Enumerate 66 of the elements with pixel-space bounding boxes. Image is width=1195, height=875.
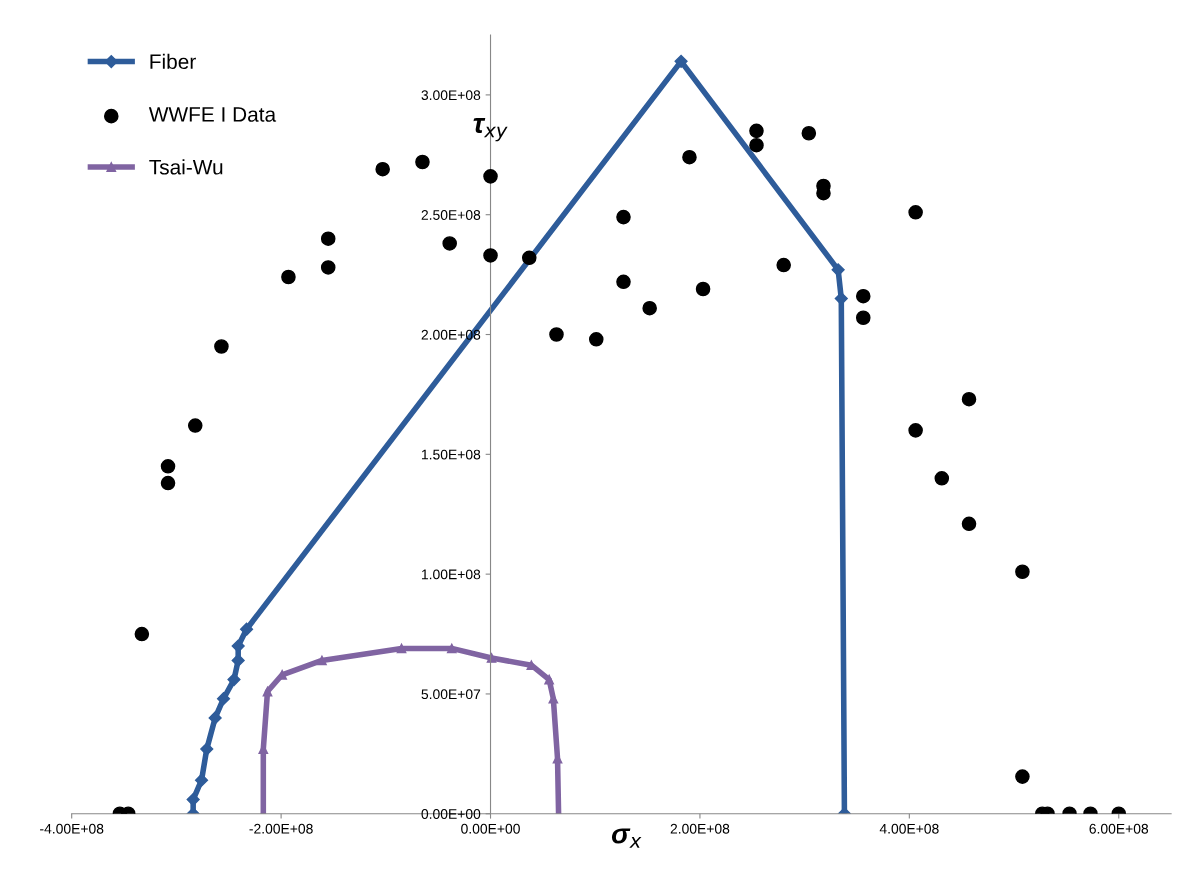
point <box>855 288 871 304</box>
y-tick-label: 1.50E+08 <box>422 449 481 460</box>
x-tick-label: -4.00E+08 <box>40 823 104 834</box>
point <box>415 154 430 170</box>
x-tick-label: -2.00E+08 <box>249 823 313 834</box>
point <box>134 626 150 642</box>
point <box>281 269 296 285</box>
point <box>187 418 203 433</box>
point <box>831 263 845 277</box>
point <box>446 643 457 654</box>
point <box>616 274 631 290</box>
point <box>961 516 977 532</box>
point <box>776 257 791 273</box>
x-tick-label: 4.00E+08 <box>879 823 939 834</box>
point <box>216 692 231 706</box>
point <box>616 209 631 225</box>
point <box>442 236 457 251</box>
point <box>961 391 977 407</box>
point <box>208 711 222 725</box>
point <box>1015 769 1030 784</box>
point <box>375 161 390 177</box>
y-axis-title: τ$_{xy}$ <box>473 118 508 142</box>
y-tick-label: 1.00E+08 <box>422 569 481 580</box>
y-tick-label: 5.00E+07 <box>421 689 481 700</box>
point <box>396 643 407 654</box>
legend-label: WWFE I Data <box>148 107 277 122</box>
point <box>239 622 254 636</box>
point <box>317 655 327 666</box>
point <box>549 327 564 342</box>
x-axis-title: σ$_{x}$ <box>611 828 642 848</box>
point <box>160 475 176 491</box>
point <box>262 686 273 697</box>
point <box>682 149 697 165</box>
point <box>194 773 209 787</box>
point <box>521 250 537 266</box>
point <box>231 639 245 653</box>
point <box>320 260 336 275</box>
point <box>160 459 176 474</box>
point <box>1015 564 1030 580</box>
point <box>214 339 229 354</box>
point <box>801 125 817 141</box>
point <box>855 310 871 326</box>
x-tick-label: 6.00E+08 <box>1089 823 1149 834</box>
point <box>749 137 764 153</box>
point <box>588 332 604 347</box>
point <box>544 674 555 685</box>
point <box>486 653 497 663</box>
legend-label: Fiber <box>150 53 196 70</box>
point <box>934 471 950 486</box>
legend-label: Tsai-Wu <box>149 159 223 175</box>
point <box>642 300 657 316</box>
point <box>200 742 214 756</box>
y-tick-label: 2.50E+08 <box>421 210 481 220</box>
point <box>674 54 688 68</box>
point <box>320 231 336 246</box>
point <box>908 423 923 438</box>
point <box>695 281 711 297</box>
point <box>749 123 764 139</box>
x-tick-label: 2.00E+08 <box>670 823 730 834</box>
x-tick-label: 0.00E+00 <box>461 823 520 834</box>
point <box>483 248 498 263</box>
y-tick-label: 0.00E+00 <box>421 809 481 819</box>
point <box>227 672 241 687</box>
point <box>908 205 923 220</box>
point <box>483 169 498 184</box>
y-tick-label: 3.00E+08 <box>421 90 481 101</box>
